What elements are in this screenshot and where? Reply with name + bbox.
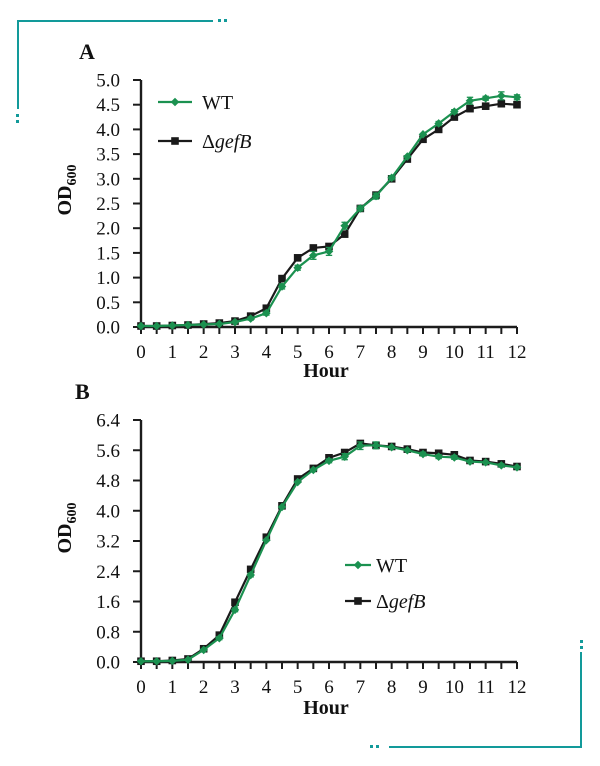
axes <box>139 80 517 329</box>
bottom-right-bracket-colon-dot <box>580 646 583 649</box>
x-tick-label: 12 <box>508 677 527 698</box>
bottom-right-bracket-horizontal-line <box>389 746 582 749</box>
growth-curve-chart-panel-b: 0.00.81.62.43.24.04.85.66.40 1 2 3 4 5 6 7 8 9 10 1… <box>54 411 527 720</box>
x-tick-label: 5 <box>293 677 303 698</box>
legend: WT ΔgefB <box>158 92 252 153</box>
x-tick-label: 9 <box>418 342 428 363</box>
x-tick-label: 2 <box>199 677 209 698</box>
x-tick-label: 3 <box>230 342 240 363</box>
series-wt <box>136 91 522 331</box>
y-tick-label: 6.4 <box>96 411 120 432</box>
y-tick-label: 0.0 <box>96 653 120 674</box>
legend: WT ΔgefB <box>345 555 426 613</box>
x-axis-title: Hour <box>303 697 349 719</box>
x-tick-label: 11 <box>477 677 495 698</box>
x-tick-label: 6 <box>324 677 334 698</box>
x-tick-label: 1 <box>168 342 178 363</box>
x-tick-label: 2 <box>199 342 209 363</box>
x-tick-label: 4 <box>262 342 272 363</box>
legend-label: ΔgefB <box>202 131 252 153</box>
legend-label: ΔgefB <box>376 591 426 613</box>
y-axis-title: OD600 <box>54 503 80 554</box>
y-tick-label: 1.5 <box>96 243 120 264</box>
y-tick-label: 1.6 <box>96 592 120 613</box>
growth-curve-chart-panel-a: 0.00.51.01.52.02.53.03.54.04.55.00 1 2 3 4 5 6… <box>54 71 527 381</box>
y-tick-label: 3.5 <box>96 145 120 166</box>
y-tick-label: 3.0 <box>96 169 120 190</box>
x-tick-label: 0 <box>136 342 146 363</box>
y-tick-label: 0.8 <box>96 622 120 643</box>
x-tick-label: 0 <box>136 677 146 698</box>
bottom-right-bracket-colon-dot <box>580 640 583 643</box>
x-tick-label: 7 <box>356 677 366 698</box>
y-tick-label: 1.0 <box>96 268 120 289</box>
bottom-right-bracket-ditto-dot <box>370 745 373 748</box>
x-tick-label: 6 <box>324 342 334 363</box>
panel-b-label: B <box>75 379 90 404</box>
x-tick-label: 10 <box>445 342 464 363</box>
bottom-right-bracket-ditto-dot <box>375 745 379 748</box>
x-tick-label: 8 <box>387 677 397 698</box>
y-tick-label: 5.6 <box>96 441 120 462</box>
y-tick-label: 4.8 <box>96 471 120 492</box>
x-tick-label: 4 <box>262 677 272 698</box>
y-tick-label: 0.5 <box>96 293 120 314</box>
x-tick-label: 12 <box>508 342 527 363</box>
x-tick-label: 1 <box>168 677 178 698</box>
x-tick-label: 9 <box>418 677 428 698</box>
y-axis-ticks: 0.0 0.8 1.6 2.4 3.2 4.0 4.8 5.6 6.4 <box>96 411 141 674</box>
top-left-bracket-ditto-dot <box>218 18 221 22</box>
y-tick-label: 4.5 <box>96 95 120 116</box>
x-axis-title: Hour <box>303 360 349 380</box>
x-tick-label: 10 <box>445 677 464 698</box>
y-tick-label: 5.0 <box>96 71 120 92</box>
x-tick-label: 5 <box>293 342 303 363</box>
top-left-bracket-horizontal-line <box>17 20 213 23</box>
x-tick-label: 11 <box>477 342 495 363</box>
y-tick-label: 3.2 <box>96 532 120 553</box>
y-axis-title: OD600 <box>54 165 80 216</box>
legend-label: WT <box>202 92 233 114</box>
x-tick-label: 7 <box>356 342 366 363</box>
y-tick-label: 2.0 <box>96 219 120 240</box>
top-left-bracket-colon-dot <box>16 120 19 123</box>
y-tick-label: 2.5 <box>96 194 120 215</box>
x-tick-label: 3 <box>230 677 240 698</box>
series-wt <box>136 441 522 666</box>
x-tick-label: 8 <box>387 342 397 363</box>
y-tick-label: 4.0 <box>96 501 120 522</box>
top-left-bracket-ditto-dot <box>224 18 227 22</box>
series-gefb-mutant <box>137 99 521 330</box>
top-left-bracket-vertical-line <box>17 20 20 109</box>
y-axis-ticks: 0.0 0.5 1.0 1.5 2.0 2.5 3.0 3.5 4.0 4.5 5.0 <box>96 71 141 339</box>
top-left-bracket-colon-dot <box>16 114 19 117</box>
panel-a-label: A <box>79 39 95 64</box>
legend-label: WT <box>376 555 407 577</box>
y-tick-label: 2.4 <box>96 562 120 583</box>
y-tick-label: 0.0 <box>96 318 120 339</box>
x-axis-ticks: 0 1 2 3 4 5 6 7 8 9 10 11 12 <box>136 662 527 698</box>
x-axis-ticks: 0 1 2 3 4 5 6 7 8 9 10 11 12 <box>136 327 527 363</box>
y-tick-label: 4.0 <box>96 120 120 141</box>
series-gefb-mutant <box>137 439 521 666</box>
bottom-right-bracket-vertical-line <box>580 652 583 748</box>
